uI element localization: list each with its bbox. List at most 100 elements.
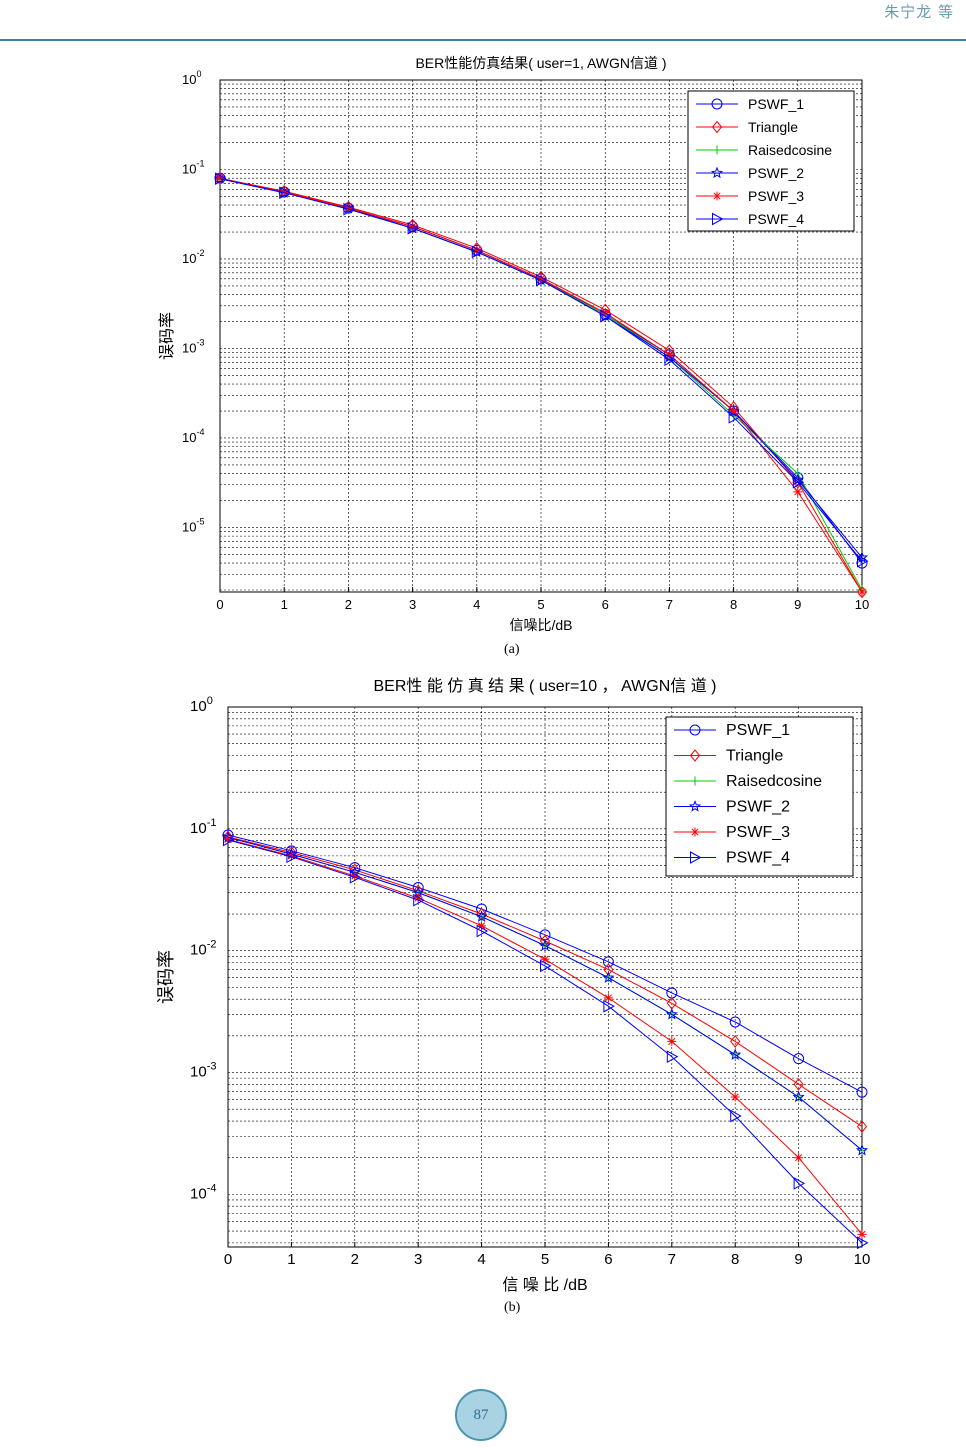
- x-tick-label: 1: [281, 597, 288, 612]
- marker-asterisk: [223, 834, 233, 844]
- marker-asterisk: [536, 274, 546, 284]
- grid: [228, 707, 862, 1247]
- marker-diamond: [730, 1035, 741, 1048]
- series-line: [219, 178, 863, 562]
- marker-asterisk: [857, 587, 867, 597]
- marker-asterisk: [794, 1153, 804, 1163]
- marker-triangle-right: [215, 172, 227, 185]
- marker-triangle-right: [603, 999, 615, 1013]
- series-pswf_3: [223, 834, 867, 1239]
- legend-label: Triangle: [748, 119, 798, 135]
- y-tick-label: 10-2: [182, 248, 204, 266]
- x-tick-label: 1: [287, 1251, 295, 1268]
- marker-asterisk: [729, 406, 739, 416]
- legend-item: PSWF_2: [696, 165, 804, 181]
- marker-triangle-right: [664, 353, 676, 366]
- x-tick-label: 6: [602, 597, 609, 612]
- marker-triangle-right: [730, 1109, 742, 1123]
- x-tick-label: 7: [666, 597, 673, 612]
- marker-plus: [712, 145, 722, 155]
- marker-triangle-right: [223, 833, 235, 847]
- legend-label: Raisedcosine: [726, 773, 822, 790]
- marker-triangle-right: [536, 273, 548, 287]
- marker-pentagram: [688, 800, 702, 812]
- legend-label: Triangle: [726, 748, 783, 765]
- marker-asterisk: [664, 350, 674, 360]
- legend-item: Raisedcosine: [674, 773, 822, 790]
- marker-plus: [690, 776, 700, 786]
- marker-triangle-right: [792, 475, 805, 489]
- chart-b: 0 1 2 3 4 5 6 7 8 9 10 100 10-1 10-2 10-3 10-4 BER性 能 仿 …: [156, 677, 870, 1294]
- x-tick-label: 8: [730, 597, 737, 612]
- legend-label: PSWF_1: [748, 96, 804, 112]
- x-axis-label: 信噪比/dB: [509, 617, 572, 633]
- legend: PSWF_1 Triangle Raisedcosine PSWF_2 PSWF_3 PS…: [665, 716, 854, 877]
- marker-pentagram: [729, 1048, 742, 1060]
- x-tick-label: 4: [477, 1251, 485, 1268]
- marker-pentagram: [855, 1143, 869, 1156]
- y-axis-label: 误码率: [156, 950, 176, 1004]
- marker-asterisk: [477, 921, 487, 931]
- legend-label: PSWF_3: [748, 188, 804, 204]
- caption-a: (a): [504, 642, 520, 657]
- legend-label: PSWF_4: [748, 211, 804, 227]
- marker-triangle-right: [349, 870, 362, 884]
- marker-asterisk: [408, 222, 418, 232]
- x-tick-label: 0: [224, 1251, 232, 1268]
- legend-item: PSWF_4: [674, 850, 790, 867]
- legend-box: [665, 716, 854, 877]
- x-tick-label: 10: [855, 597, 869, 612]
- y-axis-label: 误码率: [158, 312, 176, 360]
- marker-triangle-right: [476, 924, 489, 938]
- marker-triangle-right: [279, 186, 291, 200]
- x-tick-label: 9: [794, 1251, 802, 1268]
- x-tick-label: 10: [854, 1251, 871, 1268]
- marker-diamond: [856, 1120, 868, 1133]
- y-tick-label: 10-1: [190, 817, 216, 837]
- marker-triangle-right: [343, 202, 355, 216]
- legend-item: Raisedcosine: [696, 142, 832, 158]
- legend-label: PSWF_2: [726, 799, 790, 816]
- marker-triangle-right: [540, 959, 552, 973]
- marker-asterisk: [690, 827, 700, 837]
- series-pswf_4: [223, 833, 869, 1250]
- marker-triangle-right: [600, 309, 612, 323]
- running-header-authors: 朱宁龙 等: [884, 3, 954, 21]
- x-axis-label: 信 噪 比 /dB: [502, 1276, 587, 1294]
- marker-asterisk: [603, 993, 613, 1003]
- marker-triangle-right: [857, 554, 869, 568]
- legend-item: PSWF_3: [696, 188, 804, 204]
- y-tick-label: 100: [182, 69, 201, 87]
- marker-diamond: [793, 1078, 804, 1091]
- marker-asterisk: [215, 173, 225, 183]
- marker-asterisk: [730, 1092, 740, 1102]
- x-tick-label: 4: [473, 597, 480, 612]
- marker-asterisk: [286, 851, 296, 861]
- marker-asterisk: [793, 487, 803, 497]
- marker-triangle-right: [413, 893, 425, 907]
- series-pswf_3: [215, 173, 867, 597]
- page-number: 87: [455, 1389, 507, 1441]
- series-line: [227, 836, 863, 1151]
- marker-triangle-right: [286, 850, 298, 864]
- marker-triangle-right: [712, 212, 724, 226]
- legend-label: PSWF_2: [748, 165, 804, 181]
- x-tick-label: 2: [345, 597, 352, 612]
- legend-item: Triangle: [696, 119, 798, 135]
- series-line: [227, 839, 863, 1244]
- marker-circle: [711, 98, 723, 110]
- chart-title: BER性能仿真结果( user=1, AWGN信道 ): [415, 55, 666, 71]
- marker-asterisk: [472, 245, 482, 255]
- x-tick-label: 2: [351, 1251, 359, 1268]
- marker-triangle-right: [857, 1236, 869, 1250]
- legend-label: PSWF_3: [726, 824, 790, 841]
- marker-asterisk: [350, 871, 360, 881]
- y-tick-label: 10-4: [190, 1182, 216, 1202]
- marker-pentagram: [792, 1090, 805, 1103]
- legend-label: PSWF_1: [726, 722, 790, 739]
- marker-asterisk: [667, 1036, 677, 1046]
- marker-triangle-right: [690, 851, 702, 864]
- marker-diamond: [711, 120, 723, 134]
- marker-asterisk: [279, 187, 289, 197]
- marker-pentagram: [602, 971, 615, 983]
